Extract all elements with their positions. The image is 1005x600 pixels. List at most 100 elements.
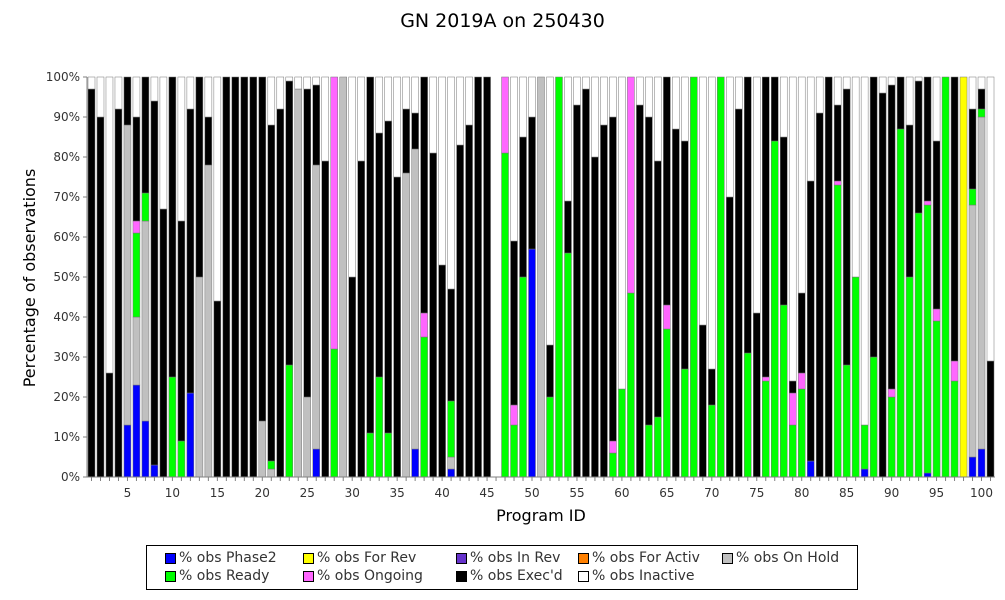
bar-segment <box>465 124 473 478</box>
bar-segment <box>627 292 635 478</box>
bar-segment <box>132 76 141 118</box>
bar-segment <box>330 348 338 478</box>
bar-program-53 <box>555 76 563 478</box>
bar-program-77 <box>771 76 779 478</box>
x-axis: 5 10 15 20 25 30 35 40 45 50 55 60 65 70 75 80 85 90 95 100 <box>87 476 995 500</box>
bar-program-23 <box>285 76 294 478</box>
bar-segment <box>797 76 806 294</box>
bar-segment <box>968 456 977 478</box>
bar-program-78 <box>779 76 788 478</box>
bar-segment <box>708 76 716 370</box>
legend-item: % obs Ongoing <box>303 568 423 584</box>
bar-program-44 <box>474 76 482 478</box>
bar-segment <box>519 136 527 278</box>
bar-segment <box>959 76 968 478</box>
bar-segment <box>618 76 626 390</box>
legend-swatch <box>578 552 589 564</box>
bar-segment <box>132 316 141 386</box>
bar-segment <box>609 452 617 478</box>
bar-segment <box>348 76 356 278</box>
legend-item: % obs For Rev <box>303 550 416 566</box>
y-tick-label: 60% <box>53 230 80 244</box>
y-tick-label: 0% <box>61 470 80 484</box>
bar-segment <box>636 76 644 106</box>
bar-program-101 <box>986 76 995 478</box>
bar-program-80 <box>797 76 806 478</box>
bar-segment <box>771 140 779 478</box>
bar-segment <box>806 76 815 182</box>
bar-segment <box>950 76 959 362</box>
legend-swatch <box>303 552 314 564</box>
bar-program-17 <box>231 76 240 478</box>
bar-segment <box>177 220 186 442</box>
legend-item: % obs For Activ <box>578 550 700 566</box>
bar-segment <box>977 108 986 118</box>
bar-segment <box>141 220 150 422</box>
bar-program-21 <box>267 76 276 478</box>
bar-segment <box>420 336 428 478</box>
bar-segment <box>654 416 662 478</box>
legend-label: % obs Inactive <box>592 568 695 584</box>
bar-segment <box>779 136 788 306</box>
bar-segment <box>735 76 743 110</box>
bar-program-92 <box>905 76 914 478</box>
bar-program-39 <box>429 76 437 478</box>
bar-segment <box>609 116 617 442</box>
x-tick-label: 70 <box>704 486 719 500</box>
bar-segment <box>815 76 824 114</box>
bar-segment <box>204 116 213 166</box>
bar-segment <box>123 424 132 478</box>
bar-program-93 <box>914 76 923 478</box>
bar-program-26 <box>312 76 320 478</box>
bar-program-72 <box>726 76 734 478</box>
bar-segment <box>968 76 977 110</box>
bar-segment <box>222 76 231 478</box>
bar-program-10 <box>168 76 177 478</box>
bar-segment <box>159 76 168 210</box>
bar-segment <box>842 88 851 366</box>
bar-segment <box>842 76 851 90</box>
bar-segment <box>878 92 887 478</box>
bar-program-82 <box>815 76 824 478</box>
bar-segment <box>717 76 725 478</box>
bar-segment <box>645 76 653 118</box>
bar-segment <box>411 148 419 450</box>
bar-program-94 <box>923 76 932 478</box>
legend-label: % obs Exec'd <box>470 568 563 584</box>
bar-segment <box>447 456 455 470</box>
bar-segment <box>132 384 141 478</box>
bar-segment <box>582 76 590 90</box>
bar-segment <box>923 204 932 474</box>
bar-program-70 <box>708 76 716 478</box>
bar-segment <box>528 248 536 478</box>
bar-program-31 <box>357 76 365 478</box>
bar-program-58 <box>600 76 608 478</box>
bar-segment <box>887 388 896 398</box>
bar-program-86 <box>851 76 860 478</box>
bar-program-45 <box>483 76 491 478</box>
legend: % obs Phase2 % obs For Rev % obs In Rev % o… <box>146 545 858 590</box>
legend-swatch <box>456 552 467 564</box>
y-tick-label: 80% <box>53 150 80 164</box>
x-tick-label: 5 <box>124 486 132 500</box>
bar-segment <box>546 396 554 478</box>
bar-segment <box>591 156 599 478</box>
bar-segment <box>663 76 671 306</box>
bar-segment <box>708 368 716 406</box>
bar-program-28 <box>330 76 338 478</box>
bar-segment <box>546 344 554 398</box>
bar-segment <box>348 276 356 478</box>
bar-segment <box>132 116 141 222</box>
bar-segment <box>141 192 150 222</box>
x-tick-label: 30 <box>345 486 360 500</box>
bar-segment <box>411 76 419 114</box>
bar-segment <box>905 124 914 278</box>
bar-program-83 <box>824 76 833 478</box>
bar-program-67 <box>681 76 689 478</box>
bar-segment <box>779 304 788 478</box>
legend-label: % obs In Rev <box>470 550 561 566</box>
bar-segment <box>186 76 195 110</box>
bar-segment <box>860 76 869 426</box>
bar-program-37 <box>411 76 419 478</box>
bar-segment <box>788 392 797 426</box>
